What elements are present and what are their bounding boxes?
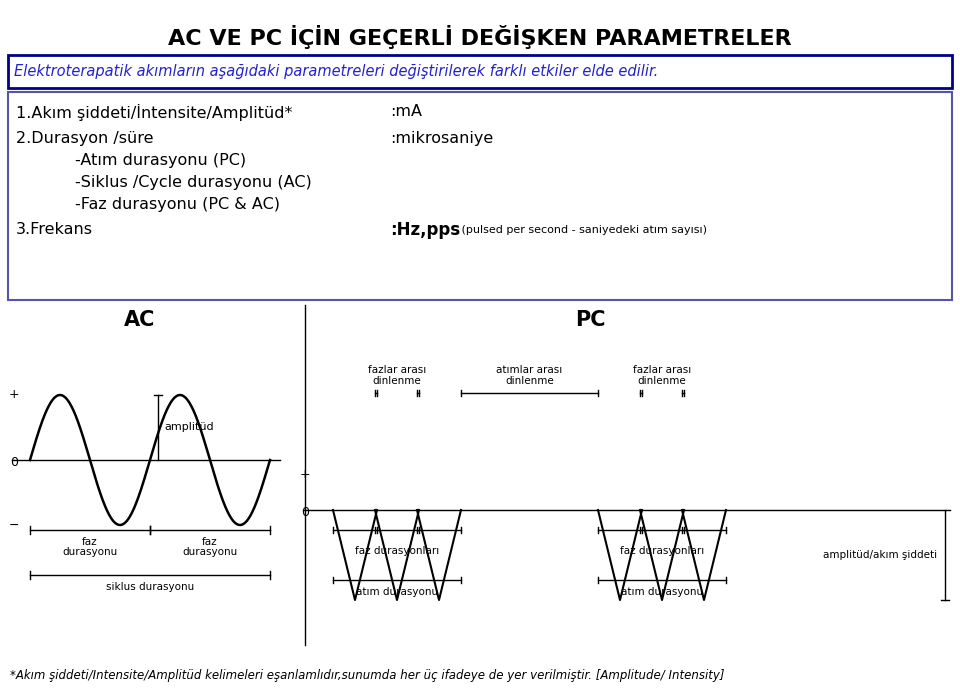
Text: amplitüd/akım şiddeti: amplitüd/akım şiddeti: [823, 550, 937, 560]
Text: 1.Akım şiddeti/İntensite/Amplitüd*: 1.Akım şiddeti/İntensite/Amplitüd*: [16, 104, 293, 121]
Text: fazlar arası: fazlar arası: [368, 365, 426, 375]
Text: +: +: [300, 469, 310, 482]
Text: amplitüd: amplitüd: [164, 422, 214, 433]
Text: (pulsed per second - saniyedeki atım sayısı): (pulsed per second - saniyedeki atım say…: [458, 225, 707, 235]
Text: *Akım şiddeti/Intensite/Amplitüd kelimeleri eşanlamlıdır,sunumda her üç ifadeye : *Akım şiddeti/Intensite/Amplitüd kelimel…: [10, 669, 725, 682]
Text: :mA: :mA: [390, 104, 422, 119]
Text: +: +: [9, 388, 19, 402]
Text: 3.Frekans: 3.Frekans: [16, 222, 93, 237]
Text: durasyonu: durasyonu: [62, 547, 118, 557]
Text: atım durasyonu: atım durasyonu: [356, 587, 438, 597]
Text: durasyonu: durasyonu: [182, 547, 238, 557]
Bar: [8, 55, 952, 88]
Text: AC VE PC İÇİN GEÇERLİ DEĞİŞKEN PARAMETRELER: AC VE PC İÇİN GEÇERLİ DEĞİŞKEN PARAMETRE…: [168, 25, 792, 49]
Bar: [8, 92, 952, 300]
Text: :mikrosaniye: :mikrosaniye: [390, 130, 493, 146]
Text: Elektroterapatik akımların aşağıdaki parametreleri değiştirilerek farklı etkiler: Elektroterapatik akımların aşağıdaki par…: [14, 64, 659, 79]
Text: 0: 0: [301, 506, 309, 520]
Text: -Faz durasyonu (PC & AC): -Faz durasyonu (PC & AC): [75, 197, 280, 212]
Text: faz durasyonları: faz durasyonları: [355, 546, 439, 556]
Text: AC: AC: [124, 310, 156, 330]
Text: 0: 0: [10, 457, 18, 469]
Text: :Hz,pps: :Hz,pps: [390, 221, 460, 239]
Text: dinlenme: dinlenme: [637, 376, 686, 386]
Text: faz durasyonları: faz durasyonları: [620, 546, 704, 556]
Text: -Siklus /Cycle durasyonu (AC): -Siklus /Cycle durasyonu (AC): [75, 175, 312, 190]
Text: atım durasyonu: atım durasyonu: [621, 587, 703, 597]
Text: -Atım durasyonu (PC): -Atım durasyonu (PC): [75, 152, 246, 168]
Text: siklus durasyonu: siklus durasyonu: [106, 582, 194, 592]
Text: atımlar arası: atımlar arası: [496, 365, 563, 375]
Text: dinlenme: dinlenme: [372, 376, 421, 386]
Text: faz: faz: [203, 537, 218, 547]
Text: dinlenme: dinlenme: [505, 376, 554, 386]
Text: faz: faz: [83, 537, 98, 547]
Text: PC: PC: [575, 310, 605, 330]
Text: −: −: [9, 518, 19, 531]
Text: fazlar arası: fazlar arası: [633, 365, 691, 375]
Text: 2.Durasyon /süre: 2.Durasyon /süre: [16, 130, 154, 146]
